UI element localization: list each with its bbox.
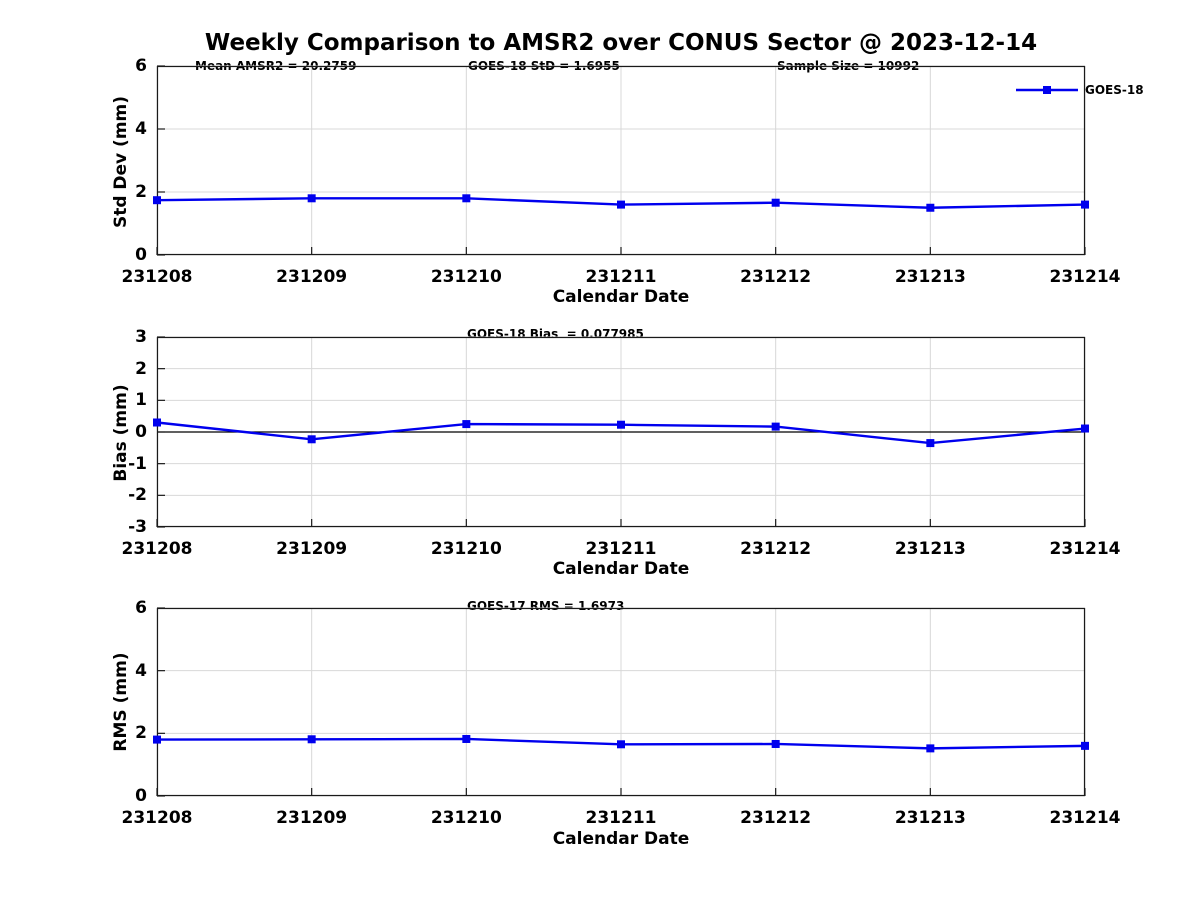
- x-axis-label-bias: Calendar Date: [552, 559, 690, 579]
- x-tick-label: 231210: [430, 539, 502, 559]
- data-point-231210: [462, 420, 471, 429]
- y-tick-label: 0: [135, 422, 147, 442]
- x-tick-label: 231210: [430, 808, 502, 828]
- data-point-231210: [462, 734, 471, 743]
- x-tick-label: 231211: [585, 539, 657, 559]
- y-tick-label: 4: [135, 119, 147, 139]
- data-point-231211: [617, 740, 625, 749]
- legend-line-marker-icon: [1016, 86, 1078, 94]
- data-point-231212: [771, 422, 780, 431]
- x-tick-label: 231212: [740, 539, 812, 559]
- x-tick-label: 231212: [740, 267, 812, 287]
- x-tick-label: 231209: [276, 539, 348, 559]
- data-point-231208: [153, 735, 161, 744]
- rms-plot-area: [153, 607, 1089, 797]
- x-tick-label: 231210: [430, 267, 502, 287]
- y-tick-label: 4: [135, 660, 147, 681]
- data-point-231208: [153, 196, 161, 205]
- x-tick-label: 231209: [276, 267, 348, 287]
- bias-plot-area: [153, 336, 1089, 528]
- y-tick-label: 0: [135, 786, 147, 806]
- x-tick-label: 231208: [121, 808, 193, 828]
- y-tick-label: 0: [135, 245, 147, 265]
- x-tick-label: 231211: [585, 267, 657, 287]
- data-point-231213: [926, 744, 935, 753]
- data-point-231209: [307, 194, 316, 203]
- legend-label: GOES-18: [1085, 83, 1144, 97]
- x-tick-label: 231212: [740, 808, 812, 828]
- x-tick-label: 231214: [1049, 539, 1121, 559]
- x-tick-label: 231211: [585, 808, 657, 828]
- y-tick-label: 1: [135, 390, 147, 411]
- subplot-rms: RMS (mm) GOES-17 RMS = 1.6973 Calendar D…: [0, 590, 1200, 900]
- std-dev-plot-area: [153, 65, 1089, 256]
- data-point-231211: [617, 420, 625, 429]
- y-tick-label: 2: [135, 723, 147, 744]
- y-tick-label: 2: [135, 182, 147, 202]
- y-tick-label: -2: [128, 485, 147, 506]
- x-axis-label-std-dev: Calendar Date: [552, 287, 690, 307]
- x-tick-label: 231208: [121, 539, 193, 559]
- data-point-231209: [307, 735, 316, 744]
- data-point-231214: [1081, 424, 1089, 433]
- data-point-231210: [462, 194, 471, 203]
- x-tick-label: 231214: [1049, 808, 1121, 828]
- legend: GOES-18: [1016, 82, 1144, 98]
- x-tick-label: 231213: [894, 539, 966, 559]
- data-point-231208: [153, 418, 161, 427]
- data-point-231211: [617, 200, 625, 209]
- x-tick-label: 231213: [894, 808, 966, 828]
- data-point-231213: [926, 203, 935, 212]
- data-point-231212: [771, 198, 780, 207]
- y-tick-label: 2: [135, 358, 147, 379]
- subplot-std-dev: Std Dev (mm) Mean AMSR2 = 20.2759 GOES-1…: [0, 0, 1200, 320]
- y-tick-label: 6: [135, 598, 147, 618]
- y-tick-label: 3: [135, 327, 147, 347]
- data-point-231213: [926, 439, 935, 448]
- data-point-231214: [1081, 200, 1089, 209]
- data-point-231209: [307, 435, 316, 444]
- annotation-goes17-rms: GOES-17 RMS = 1.6973: [467, 599, 625, 613]
- data-point-231214: [1081, 741, 1089, 750]
- x-tick-label: 231208: [121, 267, 193, 287]
- y-tick-label: -3: [128, 517, 147, 537]
- subplot-bias: Bias (mm) GOES-18 Bias = 0.077985 Calend…: [0, 320, 1200, 590]
- figure-title: Weekly Comparison to AMSR2 over CONUS Se…: [204, 30, 1038, 56]
- data-point-231212: [771, 739, 780, 748]
- y-tick-label: -1: [128, 453, 147, 474]
- x-tick-label: 231213: [894, 267, 966, 287]
- x-tick-label: 231214: [1049, 267, 1121, 287]
- x-tick-label: 231209: [276, 808, 348, 828]
- x-axis-label-rms: Calendar Date: [552, 829, 690, 849]
- y-tick-label: 6: [135, 56, 147, 76]
